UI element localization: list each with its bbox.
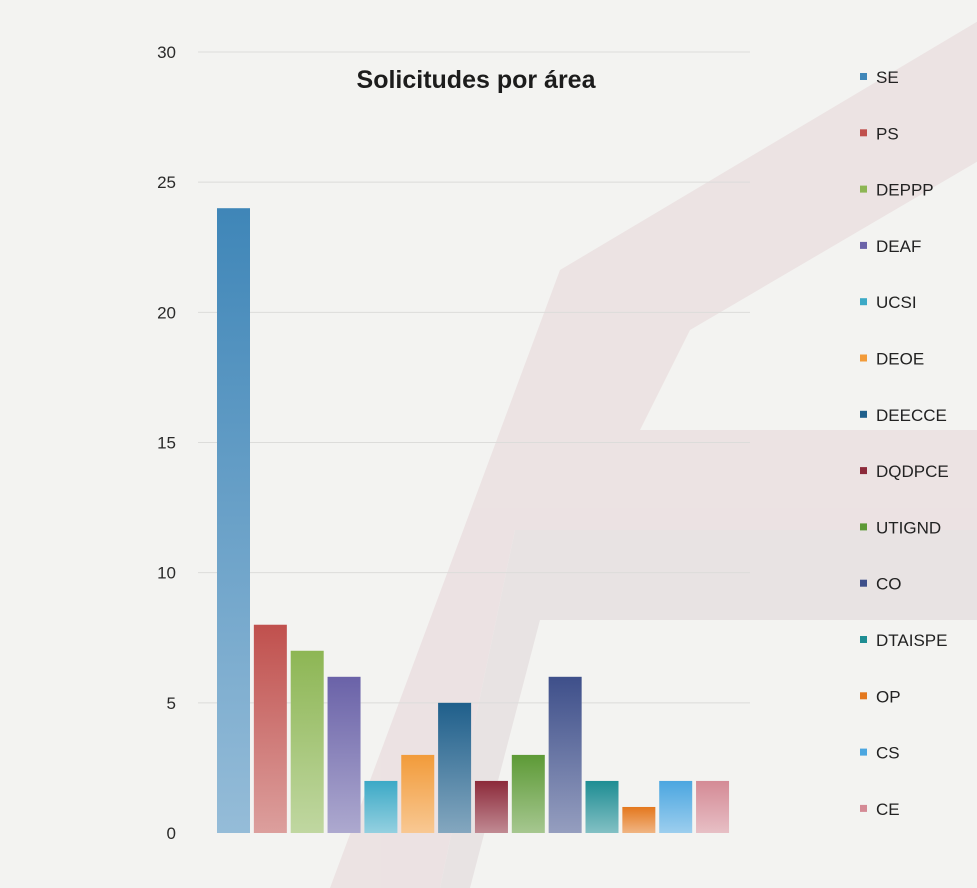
bar-utignd	[511, 754, 545, 833]
legend-label-dtaispe: DTAISPE	[876, 631, 947, 650]
bar-ps	[253, 624, 287, 833]
legend-swatch	[860, 129, 867, 137]
legend-swatch	[860, 73, 867, 80]
legend-label-deppp: DEPPP	[876, 181, 934, 200]
bar-op	[622, 806, 656, 833]
legend-swatch	[860, 241, 867, 249]
gridlines	[198, 51, 750, 704]
chart-title: Solicitudes por área	[357, 66, 597, 94]
legend-label-utignd: UTIGND	[876, 518, 941, 537]
y-tick-label: 20	[157, 303, 176, 322]
legend-label-op: OP	[876, 687, 901, 706]
bar-dqdpce	[474, 780, 508, 833]
bar-deppp	[290, 650, 324, 833]
y-tick-label: 30	[157, 43, 176, 62]
bar-deoe	[401, 754, 435, 833]
legend-label-deoe: DEOE	[876, 350, 924, 369]
legend-label-ps: PS	[876, 124, 899, 143]
y-tick-label: 0	[167, 824, 176, 843]
legend-label-co: CO	[876, 575, 902, 594]
legend-label-deaf: DEAF	[876, 237, 921, 256]
bar-dtaispe	[585, 780, 619, 833]
legend-label-ce: CE	[876, 800, 900, 819]
legend-swatch	[860, 298, 867, 306]
bar-deecce	[438, 702, 472, 833]
bar-deaf	[327, 676, 361, 833]
legend-label-cs: CS	[876, 744, 900, 763]
legend-swatch	[860, 748, 867, 756]
legend-swatch	[860, 354, 867, 362]
bar-se	[217, 208, 250, 833]
legend-swatch	[860, 185, 867, 193]
legend-label-dqdpce: DQDPCE	[876, 462, 949, 481]
legend-swatch	[860, 804, 867, 812]
y-tick-label: 5	[167, 694, 176, 713]
bar-co	[548, 676, 582, 833]
bar-cs	[659, 780, 693, 833]
legend-swatch	[860, 410, 867, 418]
y-tick-label: 10	[157, 564, 176, 583]
legend-swatch	[860, 467, 867, 475]
legend-label-deecce: DEECCE	[876, 406, 947, 425]
bar-ce	[696, 780, 730, 833]
y-tick-label: 15	[157, 434, 176, 453]
legend-swatch	[860, 636, 867, 643]
legend: SE PS DEPPP DEAF UCSI DEOE DEECCE DQDPCE UTIGND C…	[860, 68, 949, 819]
legend-label-se: SE	[876, 68, 899, 87]
watermark-logo	[330, 21, 977, 888]
legend-swatch	[860, 579, 867, 587]
y-axis-ticks: 0 5 10 15 20 25 30	[157, 43, 176, 843]
bar-ucsi	[364, 780, 398, 833]
y-tick-label: 25	[157, 173, 176, 192]
legend-swatch	[860, 523, 867, 531]
bars	[217, 208, 730, 833]
legend-label-ucsi: UCSI	[876, 293, 917, 312]
legend-swatch	[860, 692, 867, 700]
